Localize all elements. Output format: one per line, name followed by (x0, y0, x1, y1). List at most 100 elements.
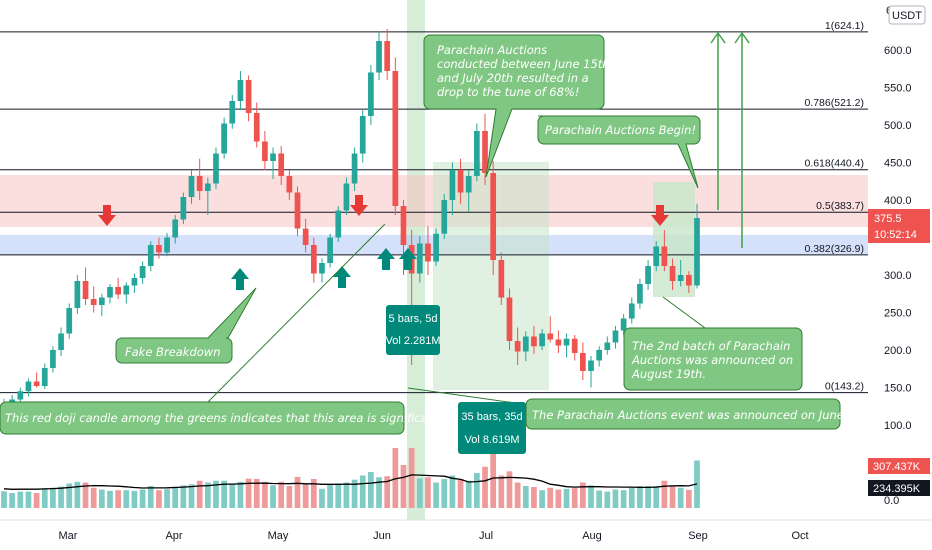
callout-drop: Parachain Auctions conducted between June… (423, 34, 610, 178)
price-tick-label: 450.0 (884, 158, 912, 170)
candle-body (498, 260, 505, 298)
fib-label: 0.786(521.2) (804, 97, 864, 109)
candle-body (33, 381, 40, 386)
candle-body (441, 200, 448, 234)
candle-body (571, 338, 578, 353)
volume-ma-line (3, 474, 698, 490)
candle-body (66, 308, 73, 334)
target-arrows (710, 31, 750, 248)
measure-small: 5 bars, 5d Vol 2.281M (385, 305, 441, 355)
callout-batch2-shape (623, 327, 803, 391)
doji-connector (199, 223, 386, 411)
volume-bar (604, 491, 611, 508)
candle-body (229, 101, 236, 124)
volume-bar (685, 489, 692, 508)
volume-bar (588, 485, 594, 508)
current-price-value: 375.5 (874, 213, 902, 225)
callout-doji-text: This red doji candle among the greens in… (5, 411, 443, 425)
volume-bar (506, 471, 513, 508)
volume-bar (441, 479, 448, 508)
volume-bar (677, 487, 684, 508)
volume-ma-tag-box (868, 480, 930, 496)
volume-bar (637, 486, 643, 508)
volume-bar (204, 482, 211, 508)
candle-body (694, 218, 700, 286)
callout-batch2-text: The 2nd batch of Parachain Auctions was a… (631, 339, 793, 381)
volume-bar (653, 486, 660, 508)
volume-bar (628, 487, 635, 508)
time-label: Oct (791, 530, 808, 542)
candle-body (319, 263, 325, 274)
callout-fake-text: Fake Breakdown (125, 345, 220, 359)
candle-body (645, 266, 651, 284)
volume-bar (66, 483, 73, 508)
measure-small-bars: 5 bars, 5d (389, 313, 438, 325)
volume-bar (98, 489, 105, 508)
red-arrow-down-icon (350, 195, 368, 216)
time-axis[interactable]: Mar Apr May Jun Jul Aug Sep Oct (59, 530, 809, 542)
volume-bar (25, 491, 32, 508)
time-label: Jul (479, 530, 493, 542)
fib-label: 0.618(440.4) (804, 158, 864, 170)
volume-bar (596, 490, 603, 508)
candle-body (384, 41, 391, 71)
candle-body (221, 123, 227, 154)
teal-arrow-up-icon (231, 268, 249, 290)
volume-bar (139, 489, 146, 508)
price-tick-label: 250.0 (884, 308, 912, 320)
callout-fake-shape (115, 287, 257, 364)
candle-body (400, 206, 407, 245)
volume-bar (335, 483, 342, 508)
currency-badge[interactable] (888, 5, 926, 25)
candle-body (156, 245, 162, 253)
volume-bar (180, 485, 187, 508)
volume-bar (237, 481, 244, 508)
time-label: Sep (688, 530, 708, 542)
volume-bar (310, 479, 317, 508)
candle-body (555, 339, 562, 346)
price-axis-panel[interactable] (868, 0, 932, 520)
candle-body (685, 275, 692, 286)
candle-body (58, 333, 64, 350)
callout-drop-line1: Parachain Auctions conducted between June… (437, 43, 610, 99)
candle-body (637, 284, 643, 304)
volume-bar (547, 487, 554, 508)
fib-label: 0.382(326.9) (804, 243, 864, 255)
time-label: Mar (59, 530, 78, 542)
volume-bar (531, 487, 537, 508)
candle-body (147, 245, 154, 266)
candle-body (41, 368, 48, 386)
candle-body (253, 113, 260, 142)
volume-bar (416, 478, 423, 508)
volume-bar (302, 484, 309, 508)
candle-body (188, 176, 195, 197)
candle-body (302, 228, 309, 245)
currency-selector[interactable]: USDT (888, 5, 926, 25)
candle-body (490, 173, 497, 260)
candle-body (74, 281, 81, 308)
candle-body (213, 153, 219, 184)
volume-bar (33, 493, 40, 508)
volume-bar (107, 490, 113, 508)
volume-bar (343, 482, 350, 508)
volume-bar (465, 480, 472, 508)
candle-body (245, 80, 252, 113)
volume-bar (196, 480, 203, 508)
candle-body (237, 80, 244, 101)
callout-begin-text: Parachain Auctions Begin! (545, 123, 696, 137)
volume-bar (612, 489, 619, 508)
candle-body (50, 350, 56, 368)
candle-body (522, 336, 529, 352)
candle-body (433, 233, 439, 262)
candle-body (343, 183, 350, 211)
candle-body (604, 342, 611, 350)
candle-body (474, 131, 480, 176)
volume-bar (82, 482, 89, 508)
callout-drop-shape (423, 34, 605, 178)
measure-small-vol: Vol 2.281M (385, 335, 440, 347)
candle-body (425, 243, 431, 262)
volume-bar (433, 482, 439, 508)
volume-bar (482, 466, 488, 508)
volume-bar (539, 490, 545, 508)
